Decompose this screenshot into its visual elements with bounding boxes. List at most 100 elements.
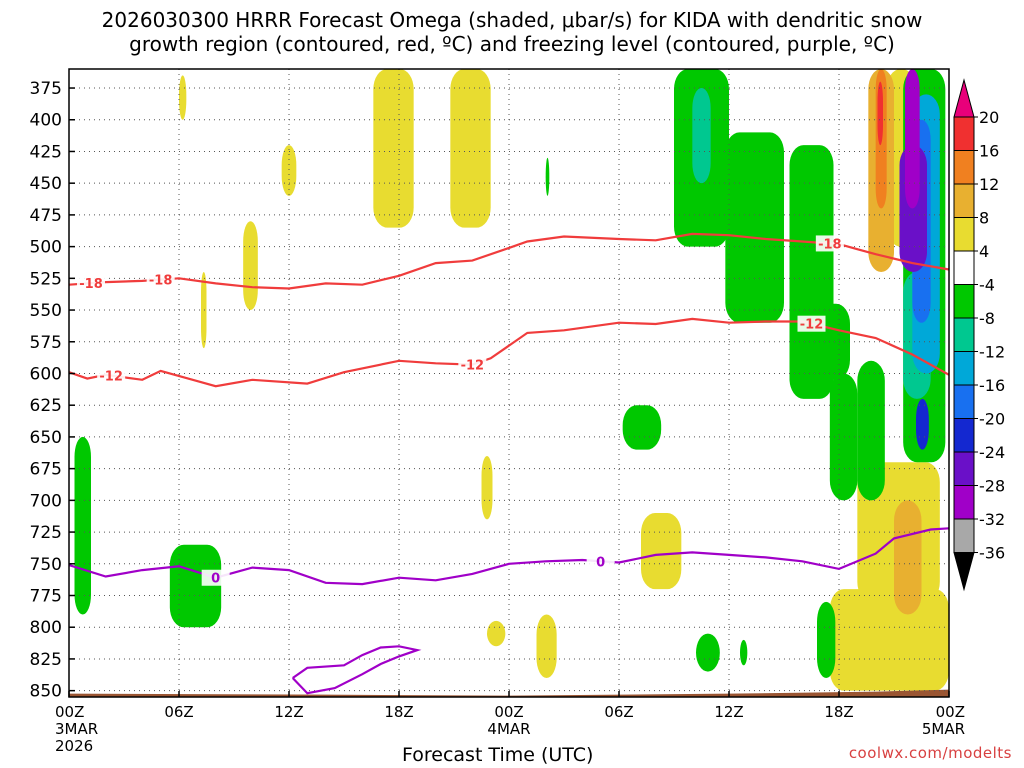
omega-shading	[74, 69, 949, 691]
contour-label-dgz_minus12: -12	[461, 359, 485, 374]
x-axis-title: Forecast Time (UTC)	[402, 744, 594, 766]
colorbar-swatch	[953, 351, 975, 386]
y-tick-label: 650	[30, 428, 62, 448]
omega-region--4	[789, 145, 834, 399]
x-tick-year: 2026	[55, 737, 93, 755]
contour-label-dgz_minus18: -18	[818, 237, 842, 252]
contour-label-dgz_minus12: -12	[99, 370, 123, 385]
y-tick-label: 625	[30, 396, 62, 416]
colorbar-swatch	[953, 451, 975, 486]
y-tick-label: 850	[30, 682, 62, 702]
omega-region--28	[905, 69, 920, 209]
colorbar-swatch	[953, 183, 975, 218]
contour-label-dgz_minus18: -18	[79, 277, 103, 292]
y-tick-label: 450	[30, 174, 62, 194]
colorbar-swatch	[953, 384, 975, 419]
colorbar: 20 16 12 8 4 -4 -8 -12 -16 -20 -24 -28 -32 -36	[953, 78, 1005, 592]
x-tick-label: 18Z	[384, 703, 413, 721]
x-tick-label: 12Z	[714, 703, 743, 721]
omega-region--20	[916, 398, 929, 450]
y-tick-label: 700	[30, 491, 62, 511]
x-tick-label: 06Z	[604, 703, 633, 721]
contour-label-bg	[146, 271, 175, 288]
colorbar-label: -8	[979, 309, 995, 328]
colorbar-label: 12	[979, 175, 999, 194]
contour-label-bg	[201, 569, 230, 586]
colorbar-label: -16	[979, 376, 1005, 395]
omega-region-4	[243, 221, 258, 311]
omega-region--4	[725, 132, 784, 323]
axes: 375 400 425 450 475 500 525 550 575 600 625 650 675 7…	[30, 68, 965, 755]
y-tick-label: 825	[30, 650, 62, 670]
colorbar-bottom-arrow	[953, 552, 975, 592]
contour-freezing_0_closed	[291, 645, 422, 695]
y-tick-label: 525	[30, 269, 62, 289]
contour-label-bg	[586, 553, 615, 570]
omega-region-4	[450, 69, 491, 228]
x-tick-label: 00Z	[936, 703, 965, 721]
omega-region--4	[622, 405, 662, 450]
colorbar-swatch	[953, 250, 975, 285]
y-tick-label: 750	[30, 555, 62, 575]
omega-region-4	[179, 75, 187, 120]
x-tick-label: 06Z	[164, 703, 193, 721]
watermark[interactable]: coolwx.com/modelts	[848, 744, 1012, 762]
omega-region-4	[829, 589, 949, 691]
omega-region-16	[877, 81, 883, 146]
y-tick-label: 375	[30, 79, 62, 99]
colorbar-swatch	[953, 116, 975, 151]
x-tick-date: 5MAR	[922, 720, 965, 738]
contour-label-bg	[815, 235, 844, 252]
colorbar-label: -20	[979, 410, 1005, 429]
y-tick-label: 725	[30, 523, 62, 543]
contour-label-dgz_minus18: -18	[149, 274, 173, 289]
omega-region--4	[740, 639, 748, 666]
chart-title-line-1: 2026030300 HRRR Forecast Omega (shaded, …	[101, 8, 923, 32]
colorbar-swatch	[953, 284, 975, 319]
omega-region--8	[692, 88, 711, 184]
colorbar-label: -36	[979, 544, 1005, 563]
colorbar-swatch	[953, 418, 975, 453]
omega-region--4	[829, 373, 858, 501]
y-tick-label: 425	[30, 142, 62, 162]
y-tick-label: 400	[30, 111, 62, 131]
colorbar-label: -32	[979, 510, 1005, 529]
x-tick-label: 12Z	[274, 703, 303, 721]
y-tick-label: 600	[30, 364, 62, 384]
x-tick-label: 00Z	[494, 703, 523, 721]
colorbar-label: -24	[979, 443, 1005, 462]
colorbar-swatch	[953, 317, 975, 352]
y-tick-label: 775	[30, 587, 62, 607]
colorbar-swatch	[953, 150, 975, 185]
contour-label-freezing_0: 0	[596, 555, 605, 570]
colorbar-label: 16	[979, 142, 999, 161]
y-tick-label: 575	[30, 333, 62, 353]
gridlines	[68, 69, 950, 697]
colorbar-swatch	[953, 485, 975, 520]
y-tick-label: 550	[30, 301, 62, 321]
colorbar-top-arrow	[953, 78, 975, 118]
omega-region-4	[641, 513, 682, 590]
x-tick-label: 00Z	[55, 703, 84, 721]
colorbar-label: 20	[979, 108, 999, 127]
omega-region--4	[857, 360, 885, 501]
y-tick-label: 800	[30, 618, 62, 638]
omega-region-4	[481, 455, 493, 520]
x-tick-label: 18Z	[824, 703, 853, 721]
contour-label-bg	[77, 275, 105, 292]
y-tick-label: 475	[30, 206, 62, 226]
omega-region--4	[817, 601, 836, 678]
omega-region--4	[696, 633, 720, 672]
colorbar-label: -4	[979, 276, 995, 295]
contour-label-bg	[797, 315, 826, 332]
contour-label-bg	[458, 356, 487, 373]
y-tick-label: 500	[30, 238, 62, 258]
contour-label-bg	[97, 367, 126, 384]
contour-label-freezing_0: 0	[211, 572, 220, 587]
omega-region--4	[169, 544, 222, 628]
chart-title-line-2: growth region (contoured, red, ºC) and f…	[129, 32, 895, 56]
y-tick-label: 675	[30, 460, 62, 480]
contour-label-dgz_minus12: -12	[800, 318, 824, 333]
omega-region-4	[201, 271, 207, 349]
